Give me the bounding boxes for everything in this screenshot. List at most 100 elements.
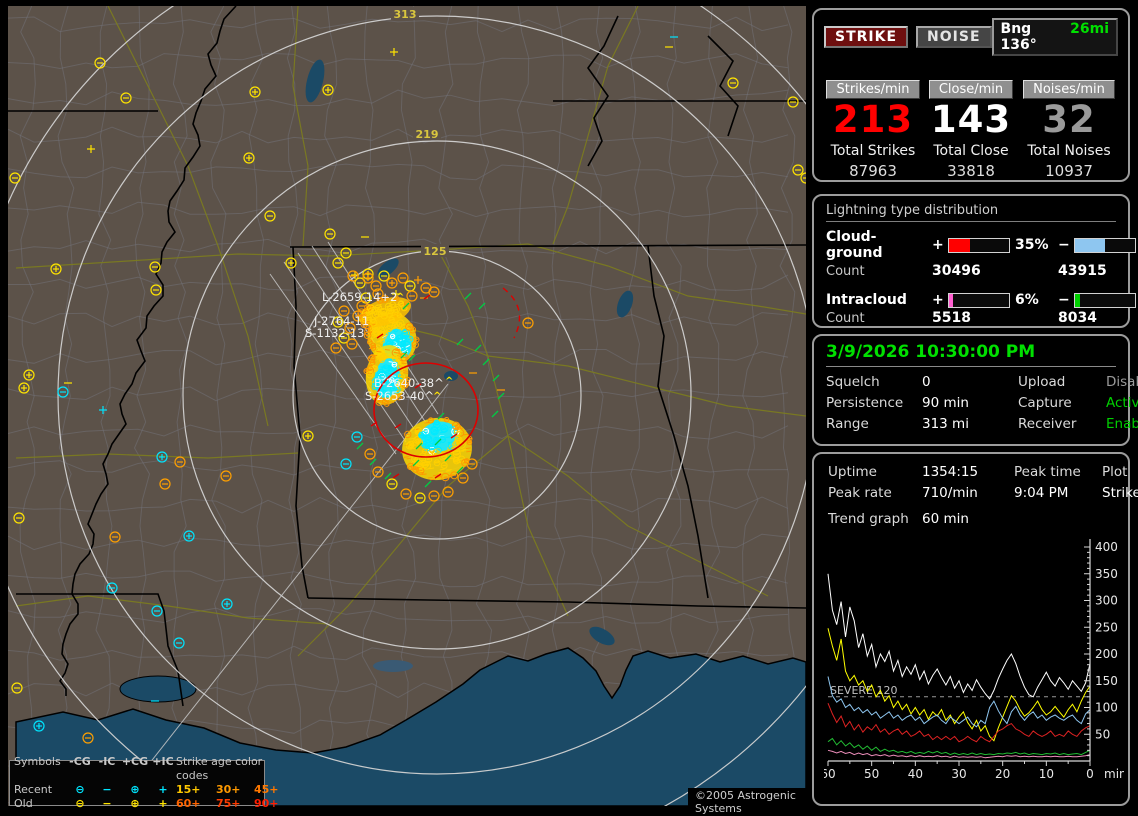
intracloud-neg-count: 8034 — [1058, 310, 1097, 326]
strikes-per-min-value: 213 — [832, 98, 914, 141]
strike-stats-box: STRIKE NOISE Bng 136° 26mi Strikes/min 2… — [812, 8, 1130, 182]
trend-series-total-strikes — [827, 573, 1091, 700]
squelch-value: 0 — [922, 374, 931, 390]
trend-series-cloud-ground-pos — [827, 703, 1091, 743]
strikes-per-min-column: Strikes/min 213 Total Strikes 87963 — [824, 78, 922, 180]
distribution-title: Lightning type distribution — [826, 203, 1116, 222]
svg-text:^: ^ — [433, 391, 441, 402]
legend-age-75: 75+ — [216, 797, 241, 810]
neg-ic-old-icon: − — [102, 797, 112, 810]
legend-row-old-label: Old — [14, 797, 33, 810]
intracloud-label: Intracloud — [826, 292, 907, 308]
lightning-type-distribution-box: Lightning type distribution Cloud-ground… — [812, 194, 1136, 328]
trend-graph-value: 60 min — [922, 511, 969, 527]
legend-age-30: 30+ — [216, 783, 241, 796]
close-per-min-value: 143 — [930, 98, 1012, 141]
persistence-label: Persistence — [826, 395, 904, 411]
minus-sign: − — [1058, 237, 1070, 253]
intracloud-pos-pct: 6% — [1015, 292, 1039, 308]
cloud-ground-pos-bar — [948, 237, 1010, 253]
legend-age-45: 45+ — [254, 783, 279, 796]
close-per-min-label: Close/min — [928, 80, 1014, 99]
cloud-ground-neg-count: 43915 — [1058, 263, 1107, 279]
range-label: Range — [826, 416, 869, 432]
cloud-ground-neg-bar — [1074, 237, 1136, 253]
plot-mode-value: Strike — [1102, 485, 1138, 501]
trend-series-cloud-ground-neg — [827, 628, 1091, 742]
pos-cg-old-icon: ⊕ — [130, 797, 140, 810]
copyright-notice: ©2005 Astrogenic Systems — [688, 788, 806, 816]
trend-series-intracloud-pos — [827, 749, 1091, 759]
minus-sign: − — [1058, 292, 1070, 308]
uptime-value: 1354:15 — [922, 464, 979, 480]
x-axis-tick-label: 20 — [995, 767, 1010, 781]
legend-header-neg-ic: -IC — [98, 755, 116, 768]
upload-label: Upload — [1018, 374, 1066, 390]
storm-cell-label: S-2653-40^ — [365, 389, 434, 403]
pos-ic-old-icon: + — [158, 797, 168, 810]
range-ring-label: 125 — [424, 245, 447, 258]
neg-ic-recent-icon: − — [102, 783, 112, 796]
bearing-range-value: 26mi — [1070, 21, 1109, 37]
svg-text:^: ^ — [396, 292, 404, 303]
neg-cg-recent-icon: ⊖ — [75, 783, 85, 796]
lightning-map[interactable]: 313 219 125 ^ ^ ^ L-2659-14+2 J-2764-11 S-1132-1… — [8, 6, 806, 816]
legend-header-pos-ic: +IC — [152, 755, 174, 768]
peak-time-label: Peak time — [1014, 464, 1081, 480]
pos-cg-recent-icon: ⊕ — [130, 783, 140, 796]
map-symbol-legend: Symbols -CG -IC +CG +IC Strike age color… — [9, 755, 279, 810]
range-value: 313 mi — [922, 416, 969, 432]
trend-box: Uptime 1354:15 Peak time Plot Peak rate … — [812, 452, 1138, 806]
noises-per-min-label: Noises/min — [1023, 80, 1115, 99]
cloud-ground-count-label: Count — [826, 263, 865, 279]
x-axis-unit-label: min — [1104, 767, 1124, 781]
x-axis-tick-label: 30 — [951, 767, 966, 781]
intracloud-neg-bar — [1074, 292, 1136, 308]
strikes-per-min-label: Strikes/min — [826, 80, 920, 99]
legend-header-symbols: Symbols — [14, 755, 61, 768]
plot-label: Plot — [1102, 464, 1128, 480]
intracloud-count-label: Count — [826, 310, 865, 326]
noises-per-min-value: 32 — [1042, 98, 1096, 141]
bearing-label: Bng 136° — [1000, 21, 1037, 53]
receiver-status: Enabled — [1106, 416, 1138, 432]
plus-sign: + — [932, 237, 944, 253]
cloud-ground-pos-count: 30496 — [932, 263, 981, 279]
upload-status: Disabled — [1106, 374, 1138, 390]
noise-mode-button[interactable]: NOISE — [916, 26, 992, 48]
y-axis-tick-label: 400 — [1095, 540, 1118, 554]
peak-time-value: 9:04 PM — [1014, 485, 1069, 501]
x-axis-tick-label: 0 — [1086, 767, 1094, 781]
legend-age-90: 90+ — [254, 797, 279, 810]
storm-cell-label: J-2764-11 — [313, 314, 369, 328]
total-noises-label: Total Noises — [1027, 143, 1111, 159]
peak-rate-label: Peak rate — [828, 485, 892, 501]
cloud-ground-pos-pct: 35% — [1015, 237, 1049, 253]
x-axis-tick-label: 10 — [1039, 767, 1054, 781]
intracloud-pos-count: 5518 — [932, 310, 971, 326]
storm-cell-label: S-1132-13 — [305, 326, 365, 340]
legend-row-recent-label: Recent — [14, 783, 53, 796]
y-axis-tick-label: 50 — [1095, 727, 1110, 741]
map-canvas[interactable]: 313219125^^^L-2659-14+2J-2764-11S-1132-1… — [8, 6, 806, 806]
system-status-box: 3/9/2026 10:30:00 PM Squelch 0 Upload Di… — [812, 334, 1138, 446]
y-axis-tick-label: 250 — [1095, 620, 1118, 634]
storm-cell-label: B-2640-38^ — [374, 376, 444, 390]
legend-age-title: Strike age color codes — [176, 755, 263, 782]
total-close-value: 33818 — [947, 162, 995, 180]
total-strikes-label: Total Strikes — [830, 143, 916, 159]
strike-mode-button[interactable]: STRIKE — [824, 26, 909, 48]
intracloud-pos-bar — [948, 292, 1010, 308]
legend-age-60: 60+ — [176, 797, 201, 810]
uptime-label: Uptime — [828, 464, 877, 480]
pos-ic-recent-icon: + — [158, 783, 168, 796]
plus-sign: + — [932, 292, 944, 308]
legend-header-pos-cg: +CG — [121, 755, 149, 768]
range-ring-label: 219 — [416, 128, 439, 141]
squelch-label: Squelch — [826, 374, 880, 390]
trend-series-intracloud-neg — [827, 737, 1091, 756]
storm-cell-label: L-2659-14+2 — [322, 290, 397, 304]
strike-rate-trend-chart: SEVERE 120 50 100 150 200 250 300 350 400 0 10 20 30… — [820, 539, 1127, 781]
x-axis-tick-label: 50 — [864, 767, 879, 781]
y-axis-tick-label: 300 — [1095, 594, 1118, 608]
